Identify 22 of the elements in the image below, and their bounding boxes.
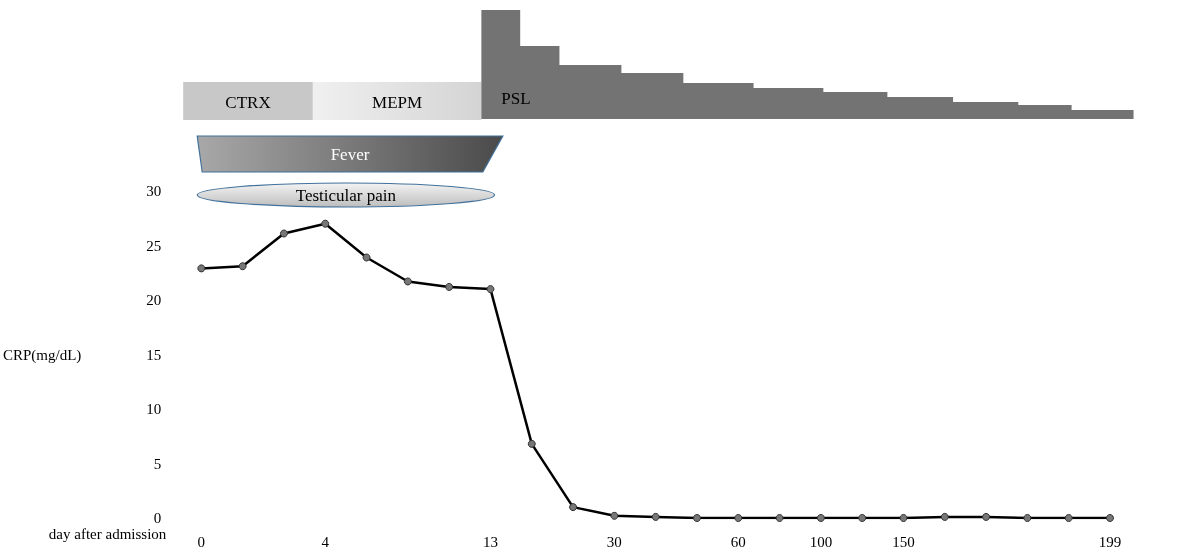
y-tick-label: 0 xyxy=(153,510,162,526)
y-tick-label: 25 xyxy=(146,237,162,254)
x-tick-label: 150 xyxy=(892,533,915,550)
text: PSL xyxy=(501,89,531,108)
x-tick-label: 0 xyxy=(197,533,206,550)
text: Fever xyxy=(330,145,370,164)
x-tick-label: 4 xyxy=(321,533,330,550)
x-tick-label: 100 xyxy=(809,533,833,550)
y-tick-label: 10 xyxy=(146,401,162,417)
x-tick-label: 199 xyxy=(1098,533,1122,550)
text: CTRX xyxy=(225,93,271,112)
x-tick-label: 60 xyxy=(730,533,746,550)
y-tick-label: 20 xyxy=(146,292,162,308)
text: MEPM xyxy=(372,93,423,112)
y-tick-label: 15 xyxy=(146,346,162,363)
x-tick-label: 30 xyxy=(606,533,622,550)
x-tick-label: 13 xyxy=(482,533,498,550)
x-axis-title: day after admission xyxy=(48,525,167,542)
y-tick-label: 30 xyxy=(146,183,162,199)
annotation: Testicular pain xyxy=(295,186,397,205)
y-axis-title: CRP(mg/dL) xyxy=(3,346,82,364)
y-tick-label: 5 xyxy=(153,455,162,472)
